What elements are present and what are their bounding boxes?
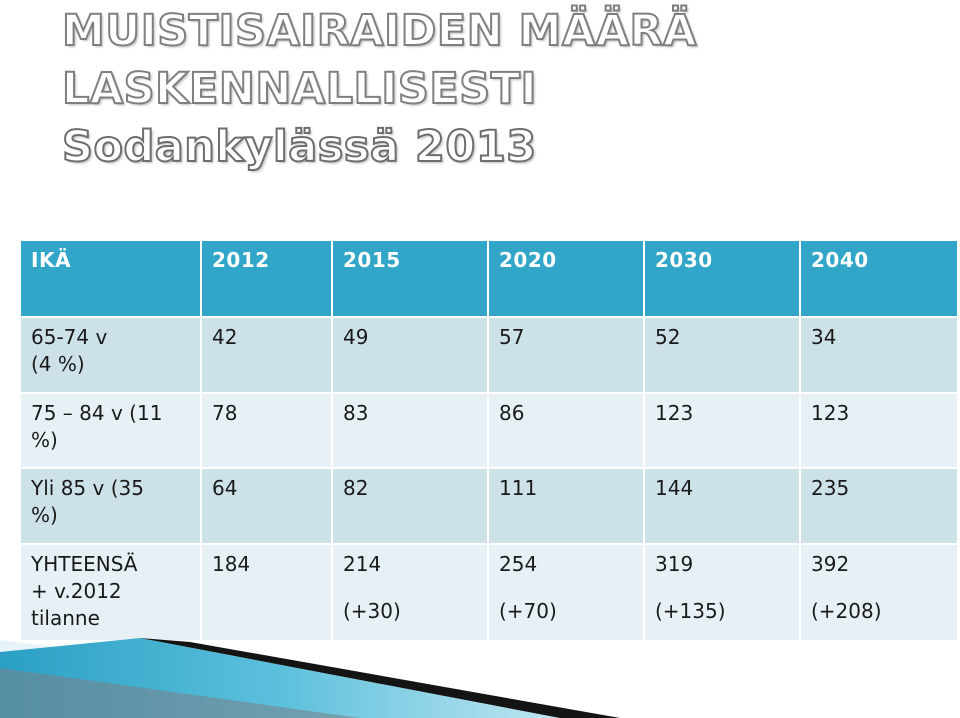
table-cell: 235: [799, 467, 959, 546]
table-cell: 83: [331, 391, 489, 470]
table-cell: 123: [799, 391, 959, 470]
row-label: 75 – 84 v (11 %): [19, 391, 202, 470]
title-line-3: Sodankylässä 2013: [61, 121, 537, 173]
table-cell: 78: [200, 391, 333, 470]
table-cell: 144: [643, 467, 801, 546]
table-cell: 52: [643, 316, 801, 394]
table-cell: 42: [200, 316, 333, 394]
total-change: (+70): [499, 599, 557, 624]
table-cell: 57: [487, 316, 645, 394]
table-cell: 64: [200, 467, 333, 546]
swoosh-dark-stripe: [140, 638, 620, 718]
total-row: YHTEENSÄ + v.2012 tilanne 184 214 (+30) …: [19, 543, 959, 642]
row-label: Yli 85 v (35 %): [19, 467, 202, 546]
header-age: IKÄ: [19, 239, 202, 318]
total-change: (+30): [343, 599, 401, 624]
header-2040: 2040: [799, 239, 959, 318]
table-cell: 82: [331, 467, 489, 546]
table-row: 75 – 84 v (11 %) 78 83 86 123 123: [19, 391, 959, 470]
total-value: 319: [655, 552, 694, 577]
swoosh-grey-band: [0, 668, 360, 718]
table-header-row: IKÄ 2012 2015 2020 2030 2040: [19, 239, 959, 318]
total-cell: 214 (+30): [331, 543, 489, 642]
total-value: 392: [811, 552, 850, 577]
total-cell: 254 (+70): [487, 543, 645, 642]
header-2020: 2020: [487, 239, 645, 318]
total-cell: 319 (+135): [643, 543, 801, 642]
table-cell: 49: [331, 316, 489, 394]
total-label: YHTEENSÄ + v.2012 tilanne: [19, 543, 202, 642]
table-cell: 111: [487, 467, 645, 546]
table-cell: 123: [643, 391, 801, 470]
table-row: 65-74 v (4 %) 42 49 57 52 34: [19, 316, 959, 394]
title-line-2: LASKENNALLISESTI: [61, 63, 538, 115]
row-label: 65-74 v (4 %): [19, 316, 202, 394]
dementia-table: IKÄ 2012 2015 2020 2030 2040 65-74 v (4 …: [19, 239, 959, 642]
decorative-swoosh: [0, 638, 620, 718]
total-change: (+135): [655, 599, 726, 624]
header-2030: 2030: [643, 239, 801, 318]
total-cell: 184: [200, 543, 333, 642]
total-change: (+208): [811, 599, 882, 624]
table-cell: 86: [487, 391, 645, 470]
total-value: 214: [343, 552, 382, 577]
total-value: 254: [499, 552, 538, 577]
header-2012: 2012: [200, 239, 333, 318]
total-value: 184: [212, 552, 251, 577]
table-row: Yli 85 v (35 %) 64 82 111 144 235: [19, 467, 959, 546]
title-line-1: MUISTISAIRAIDEN MÄÄRÄ: [61, 5, 697, 57]
slide-title: MUISTISAIRAIDEN MÄÄRÄ LASKENNALLISESTI S…: [61, 2, 697, 176]
table-cell: 34: [799, 316, 959, 394]
header-2015: 2015: [331, 239, 489, 318]
total-cell: 392 (+208): [799, 543, 959, 642]
